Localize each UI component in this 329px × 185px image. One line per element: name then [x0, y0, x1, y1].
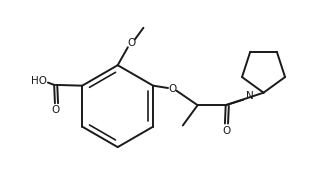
- Text: O: O: [52, 105, 60, 115]
- Text: O: O: [168, 84, 176, 94]
- Text: O: O: [222, 126, 231, 136]
- Text: HO: HO: [31, 76, 47, 86]
- Text: N: N: [246, 91, 253, 101]
- Text: O: O: [127, 38, 136, 48]
